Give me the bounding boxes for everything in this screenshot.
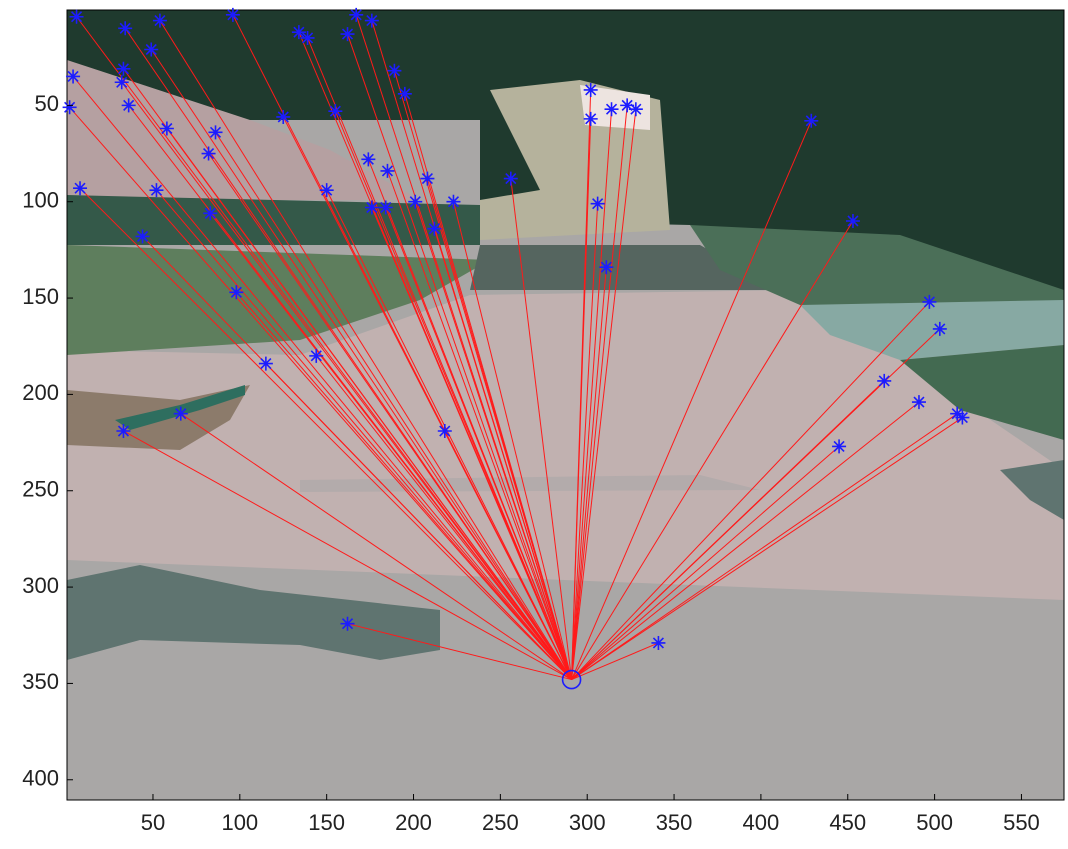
asterisk-marker xyxy=(398,87,412,101)
x-tick-label: 50 xyxy=(141,810,165,835)
x-tick-label: 550 xyxy=(1003,810,1040,835)
asterisk-marker xyxy=(229,285,243,299)
asterisk-marker xyxy=(144,43,158,57)
asterisk-marker xyxy=(504,172,518,186)
y-tick-label: 300 xyxy=(22,573,59,598)
y-tick-label: 50 xyxy=(35,91,59,116)
asterisk-marker xyxy=(160,122,174,136)
asterisk-marker xyxy=(365,201,379,215)
asterisk-marker xyxy=(380,164,394,178)
y-tick-label: 250 xyxy=(22,477,59,502)
x-tick-label: 500 xyxy=(916,810,953,835)
asterisk-marker xyxy=(136,229,150,243)
asterisk-marker xyxy=(301,31,315,45)
y-tick-label: 350 xyxy=(22,669,59,694)
x-tick-label: 100 xyxy=(221,810,258,835)
asterisk-marker xyxy=(153,14,167,28)
asterisk-marker xyxy=(955,411,969,425)
y-tick-label: 400 xyxy=(22,766,59,791)
asterisk-marker xyxy=(341,27,355,41)
background-image xyxy=(67,10,1064,800)
asterisk-marker xyxy=(70,10,84,24)
asterisk-marker xyxy=(605,102,619,116)
asterisk-marker xyxy=(349,8,363,22)
x-tick-label: 450 xyxy=(829,810,866,835)
asterisk-marker xyxy=(73,181,87,195)
asterisk-marker xyxy=(427,222,441,236)
asterisk-marker xyxy=(309,349,323,363)
x-tick-label: 250 xyxy=(482,810,519,835)
asterisk-marker xyxy=(420,172,434,186)
y-tick-label: 100 xyxy=(22,188,59,213)
asterisk-marker xyxy=(877,374,891,388)
asterisk-marker xyxy=(446,195,460,209)
asterisk-marker xyxy=(365,14,379,28)
asterisk-marker xyxy=(599,260,613,274)
y-tick-label: 200 xyxy=(22,380,59,405)
asterisk-marker xyxy=(629,102,643,116)
asterisk-marker xyxy=(149,183,163,197)
asterisk-marker xyxy=(118,21,132,35)
x-tick-label: 200 xyxy=(395,810,432,835)
asterisk-marker xyxy=(276,110,290,124)
asterisk-marker xyxy=(438,424,452,438)
asterisk-marker xyxy=(116,424,130,438)
asterisk-marker xyxy=(584,83,598,97)
asterisk-marker xyxy=(259,357,273,371)
asterisk-marker xyxy=(408,195,422,209)
asterisk-marker xyxy=(912,395,926,409)
asterisk-marker xyxy=(651,636,665,650)
asterisk-marker xyxy=(226,8,240,22)
x-tick-label: 150 xyxy=(308,810,345,835)
asterisk-marker xyxy=(361,152,375,166)
asterisk-marker xyxy=(209,125,223,139)
asterisk-marker xyxy=(115,75,129,89)
asterisk-marker xyxy=(846,214,860,228)
asterisk-marker xyxy=(379,201,393,215)
asterisk-marker xyxy=(832,439,846,453)
asterisk-marker xyxy=(328,104,342,118)
asterisk-marker xyxy=(203,206,217,220)
asterisk-marker xyxy=(202,147,216,161)
asterisk-marker xyxy=(584,112,598,126)
asterisk-marker xyxy=(387,64,401,78)
asterisk-marker xyxy=(922,295,936,309)
x-tick-label: 400 xyxy=(743,810,780,835)
asterisk-marker xyxy=(320,183,334,197)
asterisk-marker xyxy=(122,98,136,112)
asterisk-marker xyxy=(591,197,605,211)
asterisk-marker xyxy=(933,322,947,336)
asterisk-marker xyxy=(63,100,77,114)
x-tick-label: 300 xyxy=(569,810,606,835)
asterisk-marker xyxy=(341,617,355,631)
x-tick-label: 350 xyxy=(656,810,693,835)
chart: 50 100 150 200 250 300 350 400 450 500 550 50 100 150… xyxy=(0,0,1068,844)
asterisk-marker xyxy=(804,114,818,128)
asterisk-marker xyxy=(116,62,130,76)
asterisk-marker xyxy=(66,69,80,83)
y-tick-label: 150 xyxy=(22,284,59,309)
asterisk-marker xyxy=(292,25,306,39)
asterisk-marker xyxy=(174,407,188,421)
